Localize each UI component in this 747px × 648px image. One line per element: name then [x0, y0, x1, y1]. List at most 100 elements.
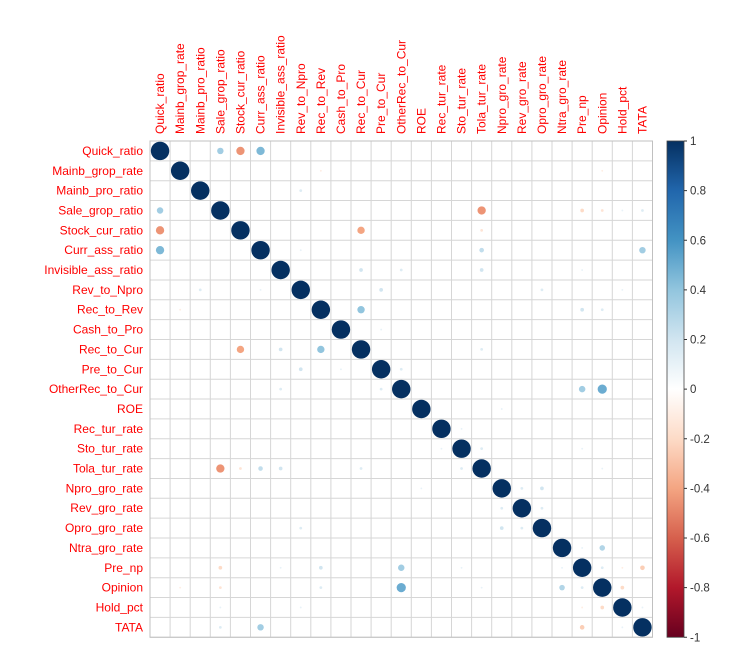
correlation-dot: [340, 368, 342, 371]
correlation-dot: [239, 467, 242, 470]
colorbar-tick-label: 0.4: [690, 285, 707, 297]
correlation-dot: [299, 606, 302, 609]
column-label: Curr_ass_ratio: [254, 55, 268, 134]
column-label: Opinion: [595, 93, 609, 134]
correlation-dot: [581, 269, 584, 271]
correlation-dot: [452, 439, 471, 458]
column-label: Npro_gro_rate: [495, 56, 509, 134]
correlation-dot: [621, 626, 624, 629]
column-label: Pre_np: [575, 95, 589, 134]
correlation-dot: [379, 387, 383, 391]
correlation-dot: [492, 479, 511, 498]
correlation-dot: [620, 585, 625, 590]
correlation-dot: [579, 625, 585, 630]
correlation-dot: [572, 558, 592, 578]
correlation-dot: [236, 345, 245, 354]
correlation-dot: [552, 538, 572, 558]
correlation-dot: [641, 209, 644, 212]
correlation-dot: [581, 606, 584, 609]
correlation-dot: [432, 419, 451, 439]
correlation-dot: [251, 240, 270, 260]
column-label: Quick_ratio: [153, 73, 167, 134]
row-label: Stock_cur_ratio: [60, 223, 144, 237]
column-label: Rec_tur_rate: [434, 64, 448, 134]
correlation-dot: [480, 228, 484, 232]
correlation-dot: [392, 379, 411, 399]
row-labels: Quick_ratio Mainb_grop_rate Mainb_pro_rati…: [44, 144, 143, 634]
correlation-dot: [317, 345, 325, 354]
correlation-dot: [299, 189, 303, 193]
correlation-dot: [357, 226, 365, 235]
correlation-dot: [319, 169, 322, 172]
correlation-dot: [599, 545, 606, 551]
correlation-dot: [597, 384, 607, 394]
correlation-dot: [380, 328, 383, 331]
row-label: Npro_gro_rate: [66, 481, 144, 495]
row-label: ROE: [117, 402, 143, 416]
correlation-dot: [331, 320, 351, 339]
correlation-dot: [396, 583, 406, 593]
column-label: Pre_to_Cur: [374, 73, 388, 134]
correlation-dot: [399, 367, 403, 371]
correlation-dot: [319, 565, 323, 570]
column-label: Ntra_gro_rate: [555, 60, 569, 134]
row-label: Quick_ratio: [82, 144, 143, 158]
correlation-dot: [480, 586, 483, 589]
correlation-dot: [561, 566, 563, 569]
correlation-dot: [256, 146, 265, 156]
row-label: Rec_tur_rate: [74, 422, 144, 436]
colorbar-tick-label: 0.8: [690, 186, 706, 198]
correlation-dot: [633, 618, 652, 637]
column-label: Rev_to_Npro: [294, 63, 308, 134]
correlation-dot: [231, 221, 250, 240]
column-label: Opro_gro_rate: [535, 56, 549, 134]
correlation-dot: [219, 606, 222, 609]
correlation-dot: [170, 161, 190, 181]
correlation-dot: [155, 246, 165, 255]
correlation-dot: [440, 447, 443, 450]
correlation-dot: [278, 466, 283, 471]
correlation-dot: [216, 464, 225, 473]
column-label: OtherRec_to_Cur: [394, 40, 408, 134]
correlation-dot: [532, 518, 552, 538]
column-label: Mainb_pro_ratio: [193, 47, 207, 134]
colorbar-tick-label: -0.4: [690, 483, 710, 495]
correlation-dot: [351, 340, 371, 359]
correlation-dot: [600, 566, 604, 570]
correlation-dot: [298, 367, 303, 372]
correlation-dot: [593, 578, 612, 597]
correlation-dot: [600, 209, 604, 212]
correlation-dot: [179, 586, 182, 589]
correlation-dot: [359, 467, 363, 470]
column-label: Rec_to_Rev: [314, 68, 328, 134]
row-label: Rev_to_Npro: [72, 283, 143, 297]
correlation-dot: [600, 605, 605, 610]
correlation-dot: [580, 307, 584, 312]
correlation-dot: [291, 280, 310, 300]
correlation-dot: [217, 147, 224, 155]
column-label: Sto_tur_rate: [455, 68, 469, 134]
correlation-dot: [477, 206, 486, 215]
correlation-dot: [379, 288, 383, 292]
correlation-dot: [191, 181, 210, 200]
correlation-dot: [319, 586, 323, 590]
correlation-dot: [257, 624, 264, 631]
grid-border: [149, 140, 653, 638]
row-label: Invisible_ass_ratio: [44, 263, 143, 277]
row-label: Sale_grop_ratio: [58, 203, 143, 217]
correlation-dot: [621, 209, 624, 212]
correlation-dot: [357, 306, 365, 314]
row-label: Ntra_gro_rate: [69, 541, 143, 555]
column-label: ROE: [414, 108, 428, 134]
correlation-dot: [259, 288, 262, 291]
correlation-dot: [581, 447, 584, 450]
correlation-dot: [198, 288, 202, 292]
correlation-dot: [499, 526, 504, 530]
correlation-dot: [580, 586, 584, 590]
correlation-dot: [460, 427, 463, 430]
correlation-dot: [621, 566, 624, 569]
correlation-dot: [279, 387, 283, 391]
